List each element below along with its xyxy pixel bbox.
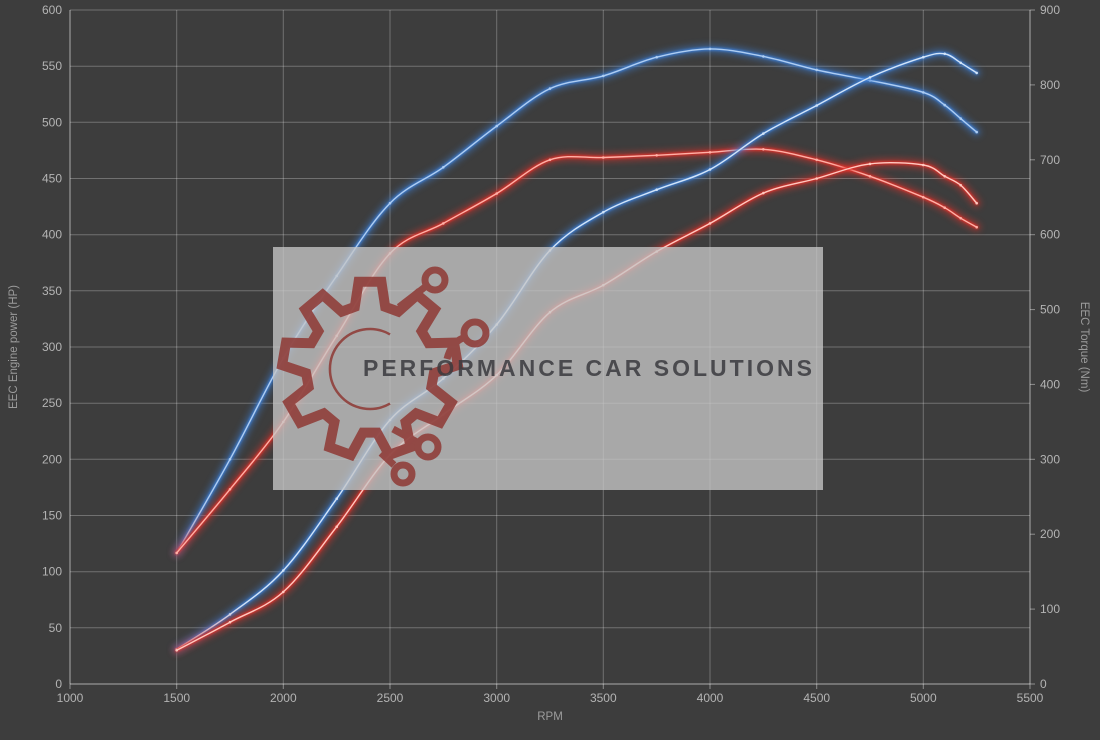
svg-text:600: 600 [1040,228,1060,242]
svg-text:450: 450 [42,172,62,186]
svg-text:0: 0 [55,677,62,691]
svg-text:700: 700 [1040,153,1060,167]
gear-circuit-icon [276,266,490,487]
svg-text:400: 400 [42,228,62,242]
svg-text:2000: 2000 [270,691,297,705]
svg-text:500: 500 [1040,303,1060,317]
svg-text:200: 200 [42,452,62,466]
axes: 0501001502002503003504004505005506001000… [42,3,1060,705]
svg-text:400: 400 [1040,377,1060,391]
svg-text:550: 550 [42,59,62,73]
svg-text:800: 800 [1040,78,1060,92]
svg-text:1000: 1000 [57,691,84,705]
watermark-text: PERFORMANCE CAR SOLUTIONS [363,355,815,381]
svg-text:0: 0 [1040,677,1047,691]
x-axis-title: RPM [537,711,563,723]
svg-text:600: 600 [42,3,62,17]
svg-text:100: 100 [1040,602,1060,616]
svg-text:5500: 5500 [1017,691,1044,705]
svg-text:3500: 3500 [590,691,617,705]
svg-text:350: 350 [42,284,62,298]
svg-text:4500: 4500 [803,691,830,705]
svg-text:3000: 3000 [483,691,510,705]
svg-text:150: 150 [42,509,62,523]
svg-text:500: 500 [42,115,62,129]
right-axis-title: EEC Torque (Nm) [1078,302,1090,393]
svg-text:4000: 4000 [697,691,724,705]
left-axis-title: EEC Engine power (HP) [8,285,20,409]
svg-text:300: 300 [1040,452,1060,466]
svg-text:5000: 5000 [910,691,937,705]
watermark: PERFORMANCE CAR SOLUTIONS [273,247,823,490]
svg-text:100: 100 [42,565,62,579]
svg-text:900: 900 [1040,3,1060,17]
svg-text:2500: 2500 [377,691,404,705]
svg-text:50: 50 [49,621,63,635]
svg-text:300: 300 [42,340,62,354]
svg-text:250: 250 [42,396,62,410]
svg-text:200: 200 [1040,527,1060,541]
svg-text:1500: 1500 [163,691,190,705]
